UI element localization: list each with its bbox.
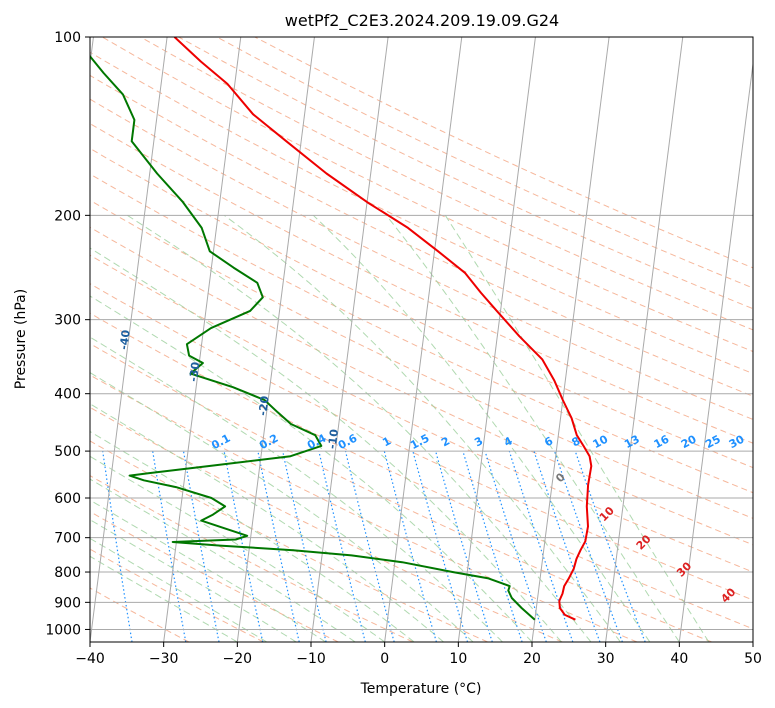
x-tick-label: 10 [449,651,467,667]
axes: −40 −30 −20 −10 0 10 20 30 40 50 100 200 300 400 500 60… [45,30,762,667]
moist-adiabat-line [90,295,533,642]
mixing-ratio-line [412,450,469,642]
moist-adiabat-line [90,519,297,642]
moist-adiabat-line [90,403,444,642]
x-tick-label: 0 [380,651,389,667]
mixing-ratio-line [533,450,601,642]
sounding-profiles [90,37,593,621]
isotherm-line [236,37,315,642]
mixing-ratio-label: 30 [727,432,747,451]
y-tick-label: 200 [54,208,81,224]
y-tick-label: 400 [54,387,81,403]
x-tick-label: 40 [670,651,688,667]
isotherm-label: -10 [326,428,341,450]
mixing-ratio-line [462,450,523,642]
x-axis-label: Temperature (°C) [360,681,482,697]
plot-frame [89,36,754,643]
grid-lines [90,37,753,642]
mixing-ratio-label: 25 [703,433,723,452]
y-tick-label: 300 [54,313,81,329]
isotherm-label: -20 [256,395,271,417]
isotherm-line [90,37,168,642]
mixing-ratio-line [182,450,220,642]
mixing-ratio-label: 16 [652,432,672,451]
x-tick-label: −20 [223,651,253,667]
temperature-profile-line [173,37,593,621]
moist-adiabat-line [90,478,356,642]
mixing-ratio-label: 13 [622,433,642,452]
moist-adiabat-line [90,499,326,642]
isotherm-line [678,59,753,642]
mixing-ratio-line [257,450,300,642]
moist-adiabat-line [90,336,503,642]
isotherm-line [605,37,684,642]
moist-adiabat-line [90,430,415,642]
moist-adiabat-line [90,372,474,642]
mixing-ratio-line [508,450,574,642]
dry-adiabat-line [90,374,638,642]
moist-adiabat-line [312,214,651,642]
y-tick-label: 1000 [45,622,81,638]
dry-adiabat-line [90,199,753,519]
dry-adiabat-line [90,98,753,420]
x-tick-label: 50 [744,651,762,667]
y-tick-label: 600 [54,491,81,507]
mixing-ratio-line [223,450,264,642]
y-axis-label: Pressure (hPa) [13,289,29,389]
chart-title: wetPf2_C2E3.2024.209.19.09.G24 [285,11,559,31]
dry-adiabat-line [178,37,753,310]
dry-adiabat-line [90,254,753,573]
mixing-ratio-label: 10 [591,432,611,451]
dewpoint-profile-line [90,54,536,621]
isotherm-label: -30 [187,361,202,383]
dry-adiabat-line [90,283,753,601]
mixing-ratio-line [553,450,623,642]
dry-adiabat-line [90,548,264,642]
background-lines [90,37,753,642]
moist-adiabat-line [223,214,621,642]
mixing-ratio-line [435,450,493,642]
y-tick-label: 500 [54,444,81,460]
mixing-ratio-line [574,450,646,642]
moist-adiabat-line [90,247,562,642]
dry-adiabat-line [90,51,753,375]
mixing-ratio-label: 36 [750,432,770,451]
isotherm-line [384,37,463,642]
dry-adiabat-line [90,123,753,444]
isotherm-label: -40 [117,329,132,351]
y-tick-label: 100 [54,30,81,46]
x-tick-label: −10 [296,651,326,667]
dry-adiabat-line [216,37,753,289]
dry-adiabat-line [90,312,753,630]
moist-adiabat-line [385,214,680,642]
isotherm-line [310,37,389,642]
mixing-ratio-label: 20 [679,432,699,451]
dry-adiabat-line [102,37,753,353]
y-tick-label: 900 [54,595,81,611]
x-tick-label: 30 [597,651,615,667]
dry-adiabat-line [90,406,563,642]
mixing-ratio-line [484,450,547,642]
x-tick-label: −30 [149,651,179,667]
y-tick-label: 700 [54,531,81,547]
x-tick-label: 20 [523,651,541,667]
isotherm-line [531,37,610,642]
x-tick-label: −40 [75,651,105,667]
moist-adiabat-line [90,455,385,642]
mixing-ratio-line [318,450,366,642]
isotherm-line [457,37,536,642]
isopleth-labels: -100-90-80-70-60-50-40-30-20-100.10.20.4… [117,329,770,606]
moist-adiabat-line [444,215,710,642]
moist-adiabat-line [127,214,592,642]
mixing-ratio-line [282,450,327,642]
dry-adiabat-line [90,343,712,642]
dry-adiabat-line [90,226,753,546]
y-tick-label: 800 [54,565,81,581]
dry-adiabat-line [90,511,339,642]
